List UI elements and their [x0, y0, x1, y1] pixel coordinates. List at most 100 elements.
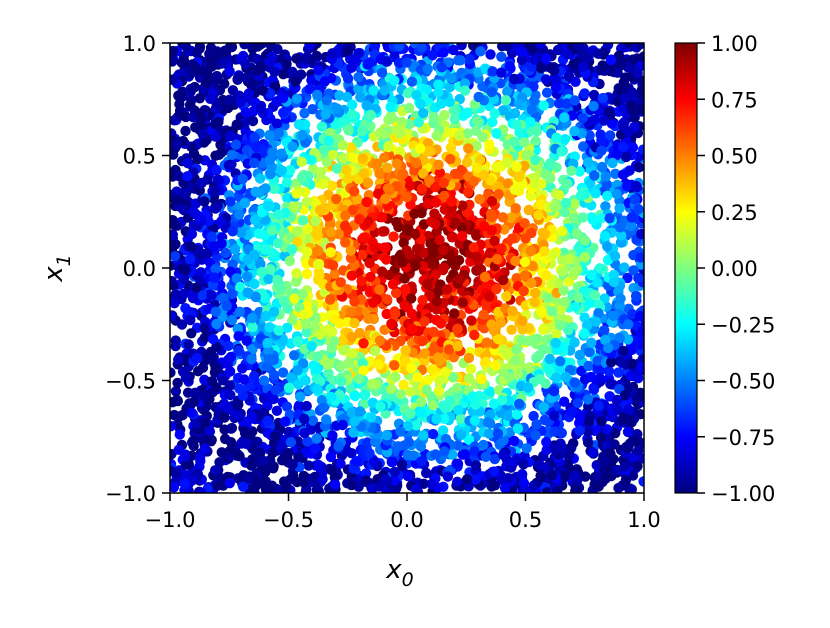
scatter-point	[470, 460, 482, 471]
scatter-point	[487, 116, 498, 128]
scatter-point	[511, 344, 522, 355]
scatter-point	[449, 308, 460, 319]
scatter-point	[502, 473, 514, 484]
scatter-point	[488, 398, 500, 409]
scatter-point	[636, 362, 644, 373]
scatter-point	[186, 407, 198, 419]
scatter-point	[347, 99, 358, 110]
scatter-point	[342, 173, 354, 185]
scatter-point	[363, 313, 374, 324]
scatter-point	[301, 246, 313, 258]
scatter-point	[376, 67, 388, 78]
scatter-point	[223, 340, 234, 351]
scatter-point	[375, 401, 386, 412]
scatter-point	[170, 289, 181, 300]
scatter-point	[514, 98, 525, 110]
scatter-point	[464, 373, 475, 384]
scatter-point	[276, 148, 287, 159]
scatter-point	[213, 116, 224, 128]
scatter-point	[590, 316, 601, 327]
scatter-point	[529, 178, 540, 189]
scatter-point	[419, 348, 430, 359]
scatter-point	[280, 482, 292, 493]
scatter-point	[397, 168, 409, 180]
scatter-point	[299, 413, 310, 425]
scatter-point	[553, 98, 565, 109]
scatter-point	[519, 270, 531, 281]
scatter-point	[336, 376, 347, 387]
scatter-point	[469, 415, 480, 426]
scatter-point	[578, 61, 589, 72]
scatter-point	[511, 161, 522, 172]
scatter-point	[170, 367, 176, 378]
scatter-point	[529, 296, 540, 308]
scatter-point	[417, 107, 429, 119]
scatter-point	[349, 296, 360, 307]
scatter-point	[301, 268, 313, 280]
scatter-point	[428, 111, 439, 123]
scatter-point	[199, 391, 210, 402]
scatter-point	[411, 90, 422, 101]
scatter-point	[293, 451, 304, 463]
scatter-point	[211, 251, 222, 263]
scatter-point	[374, 168, 385, 179]
scatter-point	[439, 446, 450, 457]
scatter-point	[569, 377, 580, 388]
scatter-point	[291, 188, 302, 199]
scatter-point	[192, 153, 204, 165]
scatter-point	[569, 95, 580, 106]
scatter-point	[220, 247, 232, 259]
scatter-point	[358, 168, 370, 179]
scatter-point	[432, 352, 444, 363]
scatter-point	[450, 104, 462, 115]
scatter-point	[436, 62, 447, 73]
scatter-point	[523, 382, 534, 393]
scatter-point	[429, 208, 440, 219]
scatter-point	[618, 77, 629, 88]
scatter-point	[256, 266, 267, 278]
scatter-point	[555, 356, 566, 367]
scatter-point	[528, 480, 539, 491]
scatter-point	[501, 291, 512, 302]
scatter-point	[605, 130, 616, 141]
scatter-point	[566, 165, 577, 176]
scatter-point	[334, 90, 345, 101]
scatter-point	[389, 75, 400, 86]
scatter-point	[457, 230, 468, 242]
scatter-point	[635, 409, 644, 420]
scatter-point	[552, 44, 564, 56]
scatter-point	[230, 139, 242, 150]
scatter-point	[599, 325, 610, 336]
scatter-point	[430, 197, 442, 208]
scatter-point	[540, 53, 552, 64]
scatter-point	[459, 449, 470, 460]
scatter-point	[415, 98, 426, 110]
scatter-point	[318, 178, 329, 190]
scatter-point	[568, 213, 580, 224]
scatter-point	[327, 326, 338, 337]
scatter-point	[519, 218, 530, 229]
scatter-point	[322, 359, 333, 370]
scatter-point	[577, 112, 588, 124]
scatter-point	[327, 260, 339, 271]
scatter-point	[509, 73, 520, 85]
scatter-point	[629, 194, 641, 205]
scatter-point	[510, 203, 521, 214]
scatter-point	[588, 100, 599, 112]
scatter-point	[267, 51, 278, 62]
scatter-point	[434, 234, 445, 246]
scatter-point	[636, 228, 644, 240]
scatter-point	[478, 309, 489, 320]
scatter-point	[296, 156, 307, 167]
scatter-point	[406, 308, 417, 319]
scatter-point	[441, 284, 452, 295]
scatter-point	[224, 66, 235, 77]
scatter-point	[364, 448, 375, 459]
scatter-point	[583, 416, 595, 427]
scatter-point	[297, 289, 308, 300]
scatter-point	[273, 127, 285, 139]
scatter-point	[170, 335, 181, 346]
scatter-point	[440, 366, 451, 378]
scatter-point	[543, 363, 554, 374]
scatter-point	[467, 391, 478, 402]
